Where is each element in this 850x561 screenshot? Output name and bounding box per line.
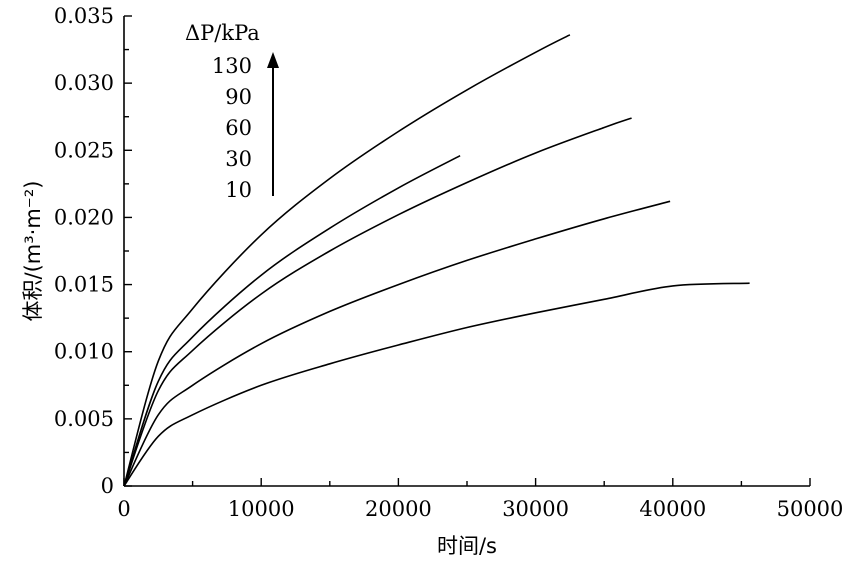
y-tick-label: 0.010	[54, 340, 114, 364]
series-line-130	[123, 34, 571, 487]
x-tick-labels: 0 10000 20000 30000 40000 50000	[117, 497, 843, 521]
arrow-up-icon	[267, 52, 279, 68]
x-tick-label: 10000	[228, 497, 295, 521]
y-tick-label: 0.015	[54, 273, 114, 297]
legend-entry: 90	[225, 85, 252, 109]
y-tick-label: 0.025	[54, 138, 114, 162]
legend-entry: 30	[225, 147, 252, 171]
legend-entry: 10	[225, 178, 252, 202]
x-tick-label: 50000	[777, 497, 844, 521]
y-tick-labels: 0 0.005 0.010 0.015 0.020 0.025 0.030 0.035	[54, 4, 114, 498]
legend-entry: 130	[212, 54, 252, 78]
legend-title: ΔP/kPa	[185, 21, 260, 45]
legend: ΔP/kPa 130 90 60 30 10	[185, 21, 279, 202]
x-tick-label: 20000	[365, 497, 432, 521]
x-tick-label: 40000	[639, 497, 706, 521]
legend-entry: 60	[225, 116, 252, 140]
y-tick-label: 0.005	[54, 407, 114, 431]
series-lines	[123, 34, 750, 487]
axes	[123, 16, 810, 487]
y-tick-label: 0	[101, 474, 114, 498]
y-tick-label: 0.020	[54, 205, 114, 229]
x-tick-label: 30000	[502, 497, 569, 521]
y-tick-label: 0.030	[54, 71, 114, 95]
series-line-90	[123, 154, 461, 487]
series-line-10	[123, 282, 750, 487]
x-tick-label: 0	[117, 497, 130, 521]
series-line-60	[123, 117, 632, 487]
y-tick-label: 0.035	[54, 4, 114, 28]
series-line-30	[123, 200, 671, 487]
y-axis-title: 体积/(m³·m⁻²)	[21, 181, 45, 322]
x-axis-title: 时间/s	[437, 534, 497, 558]
